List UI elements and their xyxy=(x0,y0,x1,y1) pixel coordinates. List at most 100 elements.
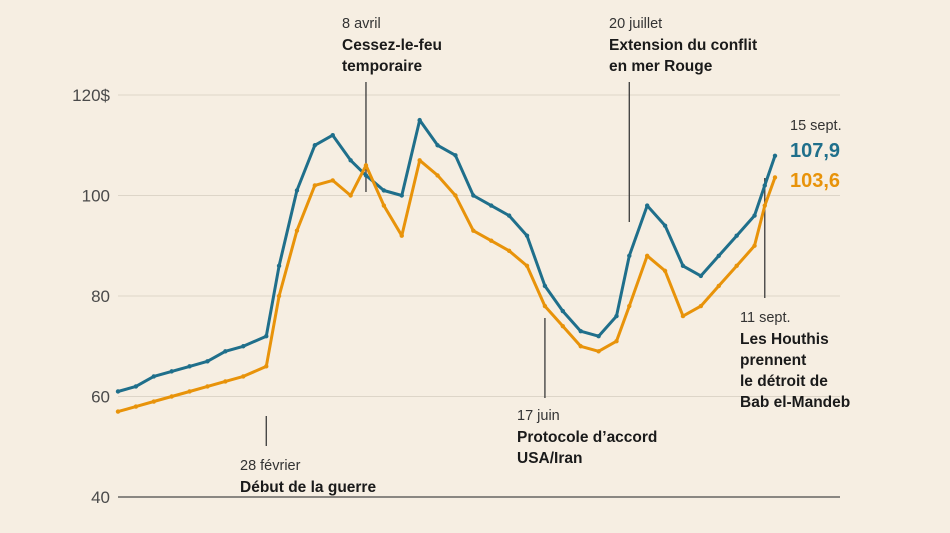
data-point xyxy=(596,334,601,339)
data-point xyxy=(312,183,318,188)
annotation-date: 8 avril xyxy=(342,16,381,32)
data-point xyxy=(453,193,458,198)
data-point xyxy=(644,253,650,258)
data-point xyxy=(399,193,404,198)
data-point xyxy=(169,369,174,374)
data-point xyxy=(241,344,246,349)
data-point xyxy=(348,158,353,163)
data-point xyxy=(680,313,686,319)
data-point xyxy=(330,178,335,183)
data-point xyxy=(471,228,476,233)
data-point xyxy=(133,404,139,409)
y-tick-label: 100 xyxy=(82,187,110,206)
annotation-text: en mer Rouge xyxy=(609,58,713,75)
data-point xyxy=(578,344,583,349)
y-tick-label: 120$ xyxy=(72,86,110,105)
data-point xyxy=(752,213,757,218)
annotation-date: 11 sept. xyxy=(740,310,791,326)
data-point xyxy=(489,238,494,243)
data-point xyxy=(614,339,619,344)
annotation-text: Cessez-le-feu xyxy=(342,37,442,54)
data-point xyxy=(276,293,282,299)
data-point xyxy=(381,188,387,193)
series-line-wti xyxy=(116,158,777,414)
data-point xyxy=(205,359,210,364)
data-point xyxy=(542,283,548,289)
y-tick-label: 60 xyxy=(91,388,110,407)
data-point xyxy=(716,253,721,258)
annotation-text: prennent xyxy=(740,352,806,369)
data-point xyxy=(698,303,704,309)
data-point xyxy=(542,303,548,309)
data-point xyxy=(223,349,228,354)
data-point xyxy=(662,223,668,228)
annotation-text: Protocole d’accord xyxy=(517,429,657,446)
data-point xyxy=(453,153,458,158)
end-value-label: 103,6 xyxy=(790,170,840,192)
data-point xyxy=(363,173,369,178)
data-point xyxy=(115,409,121,414)
data-point xyxy=(471,193,476,198)
annotation-date: 28 février xyxy=(240,458,301,474)
end-value-label: 107,9 xyxy=(790,140,840,162)
data-point xyxy=(524,263,530,269)
annotation-text: temporaire xyxy=(342,58,422,75)
data-point xyxy=(417,158,422,163)
data-point xyxy=(133,384,139,389)
data-point xyxy=(644,203,650,208)
data-point xyxy=(264,364,269,369)
data-point xyxy=(772,153,778,159)
data-point xyxy=(762,183,767,188)
data-point xyxy=(560,308,566,314)
data-point xyxy=(363,163,369,168)
annotation-date: 20 juillet xyxy=(609,16,662,32)
annotation-text: Début de la guerre xyxy=(240,479,376,496)
annotation-text: Extension du conflit xyxy=(609,37,757,54)
y-tick-label: 40 xyxy=(91,488,110,507)
y-tick-label: 80 xyxy=(91,287,110,306)
data-point xyxy=(489,203,494,208)
data-point xyxy=(578,328,583,334)
data-point xyxy=(151,399,156,404)
data-point xyxy=(348,193,353,198)
data-point xyxy=(312,143,318,148)
data-point xyxy=(205,384,210,389)
data-point xyxy=(596,349,601,354)
data-point xyxy=(627,303,632,309)
data-point xyxy=(330,133,335,138)
data-point xyxy=(506,248,512,253)
data-point xyxy=(716,283,721,289)
end-date-label: 15 sept. xyxy=(790,118,842,134)
data-point xyxy=(187,389,192,394)
data-point xyxy=(241,374,246,379)
annotation-text: Bab el-Mandeb xyxy=(740,394,850,411)
data-point xyxy=(187,364,192,369)
data-point xyxy=(115,389,121,394)
data-point xyxy=(734,233,739,238)
data-point xyxy=(435,173,440,178)
data-point xyxy=(506,213,512,218)
data-point xyxy=(560,323,566,329)
data-point xyxy=(435,143,440,148)
data-point xyxy=(662,268,668,274)
data-point xyxy=(734,263,739,269)
series-line-brent xyxy=(116,118,777,393)
data-point xyxy=(294,228,300,233)
annotation-text: le détroit de xyxy=(740,373,828,390)
data-point xyxy=(223,379,228,384)
data-point xyxy=(276,263,282,269)
data-point xyxy=(752,243,757,248)
data-point xyxy=(399,233,404,238)
data-point xyxy=(169,394,174,399)
data-point xyxy=(772,175,778,180)
data-point xyxy=(417,117,422,123)
annotation-text: USA/Iran xyxy=(517,450,582,467)
data-point xyxy=(698,273,704,279)
data-point xyxy=(614,313,619,319)
data-point xyxy=(294,188,300,193)
data-point xyxy=(762,203,767,208)
data-point xyxy=(151,374,156,379)
annotation-date: 17 juin xyxy=(517,408,560,424)
data-point xyxy=(627,253,632,258)
